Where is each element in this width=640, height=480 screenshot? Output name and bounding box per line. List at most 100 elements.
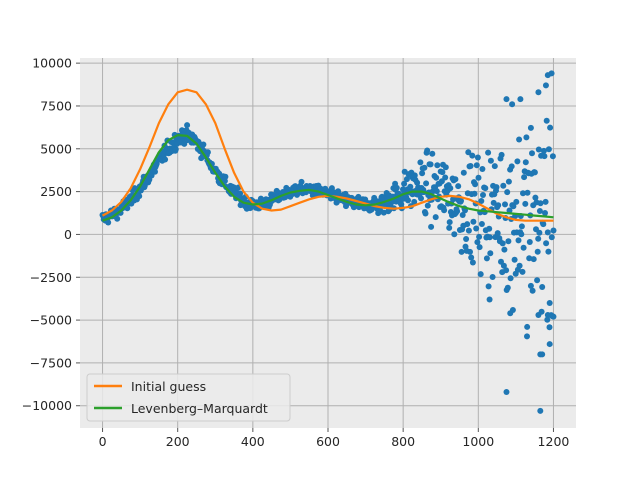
data-point bbox=[424, 147, 431, 154]
data-point bbox=[473, 162, 480, 169]
data-point bbox=[433, 188, 440, 195]
data-point bbox=[535, 235, 542, 242]
x-tick-label: 1000 bbox=[462, 434, 494, 449]
data-point bbox=[428, 223, 435, 230]
y-tick-label: 0 bbox=[64, 227, 72, 242]
data-point bbox=[393, 184, 400, 191]
data-point bbox=[534, 277, 541, 284]
data-point bbox=[473, 225, 480, 232]
data-point bbox=[539, 351, 546, 358]
y-tick-label: −2500 bbox=[30, 270, 72, 285]
data-point bbox=[434, 162, 441, 169]
data-point bbox=[522, 200, 529, 207]
data-point bbox=[469, 259, 476, 266]
data-point bbox=[458, 197, 464, 204]
data-point bbox=[247, 205, 254, 212]
y-tick-label: −10000 bbox=[22, 398, 72, 413]
data-point bbox=[298, 178, 305, 185]
data-point bbox=[460, 169, 467, 176]
data-point bbox=[136, 193, 143, 200]
data-point bbox=[458, 248, 465, 255]
data-point bbox=[464, 221, 471, 228]
x-tick-label: 400 bbox=[241, 434, 265, 449]
data-point bbox=[114, 215, 121, 222]
data-point bbox=[500, 262, 507, 269]
data-point bbox=[482, 185, 489, 192]
data-point bbox=[423, 180, 430, 187]
data-point bbox=[536, 229, 543, 236]
data-point bbox=[546, 341, 553, 348]
data-point bbox=[459, 212, 466, 218]
data-point bbox=[499, 240, 506, 247]
data-point bbox=[485, 283, 492, 290]
data-point bbox=[543, 240, 550, 247]
data-point bbox=[475, 174, 482, 181]
data-point bbox=[487, 250, 494, 257]
data-point bbox=[529, 150, 535, 157]
data-point bbox=[407, 183, 414, 190]
data-point bbox=[380, 209, 387, 216]
data-point bbox=[479, 166, 486, 172]
data-point bbox=[490, 199, 497, 206]
data-point bbox=[527, 282, 534, 289]
data-point bbox=[513, 198, 520, 205]
data-point bbox=[550, 227, 557, 234]
legend-levenberg-marquardt-label: Levenberg–Marquardt bbox=[131, 401, 268, 416]
data-point bbox=[508, 163, 515, 170]
data-point bbox=[204, 149, 211, 156]
data-point bbox=[421, 164, 428, 171]
data-point bbox=[515, 237, 522, 244]
data-point bbox=[417, 159, 424, 166]
data-point bbox=[487, 157, 494, 164]
data-point bbox=[441, 207, 448, 214]
data-point bbox=[526, 255, 533, 262]
data-point bbox=[524, 333, 530, 340]
y-axis: −10000 −7500 −5000 −2500 0 2500 5000 7500 10000 bbox=[22, 56, 80, 413]
data-point bbox=[546, 324, 553, 331]
data-point bbox=[524, 189, 531, 196]
data-point bbox=[545, 248, 552, 255]
data-point bbox=[467, 163, 474, 169]
data-point bbox=[548, 234, 555, 241]
data-point bbox=[494, 230, 501, 237]
levenberg-marquardt-line bbox=[102, 134, 554, 222]
data-point bbox=[442, 164, 449, 171]
data-point bbox=[446, 224, 453, 231]
data-point bbox=[172, 146, 179, 153]
data-point bbox=[534, 248, 541, 255]
y-tick-label: 10000 bbox=[32, 56, 72, 71]
y-tick-label: −5000 bbox=[30, 313, 72, 328]
data-point bbox=[414, 179, 421, 186]
data-point bbox=[522, 159, 529, 166]
data-point bbox=[526, 239, 533, 245]
x-tick-label: 1200 bbox=[538, 434, 570, 449]
data-point bbox=[541, 153, 548, 160]
data-point bbox=[450, 196, 457, 203]
data-point bbox=[422, 210, 429, 217]
lines-layer bbox=[101, 88, 554, 222]
data-point bbox=[519, 268, 526, 275]
data-point bbox=[527, 124, 534, 131]
data-point bbox=[539, 284, 546, 290]
data-point bbox=[486, 225, 493, 232]
data-point bbox=[532, 194, 539, 201]
data-point bbox=[542, 82, 549, 89]
data-point bbox=[507, 310, 514, 317]
data-point bbox=[507, 275, 514, 282]
data-point bbox=[506, 207, 513, 214]
data-point bbox=[411, 172, 418, 179]
data-point bbox=[200, 141, 207, 148]
data-point bbox=[451, 231, 458, 238]
data-point bbox=[516, 136, 523, 143]
data-point bbox=[162, 156, 169, 163]
data-point bbox=[548, 70, 555, 77]
data-point bbox=[469, 152, 476, 159]
y-tick-label: 7500 bbox=[40, 98, 72, 113]
data-point bbox=[486, 234, 493, 241]
data-point bbox=[503, 389, 510, 396]
data-point bbox=[510, 203, 517, 210]
data-point bbox=[495, 202, 502, 209]
data-point bbox=[540, 147, 547, 154]
data-point bbox=[540, 221, 547, 228]
